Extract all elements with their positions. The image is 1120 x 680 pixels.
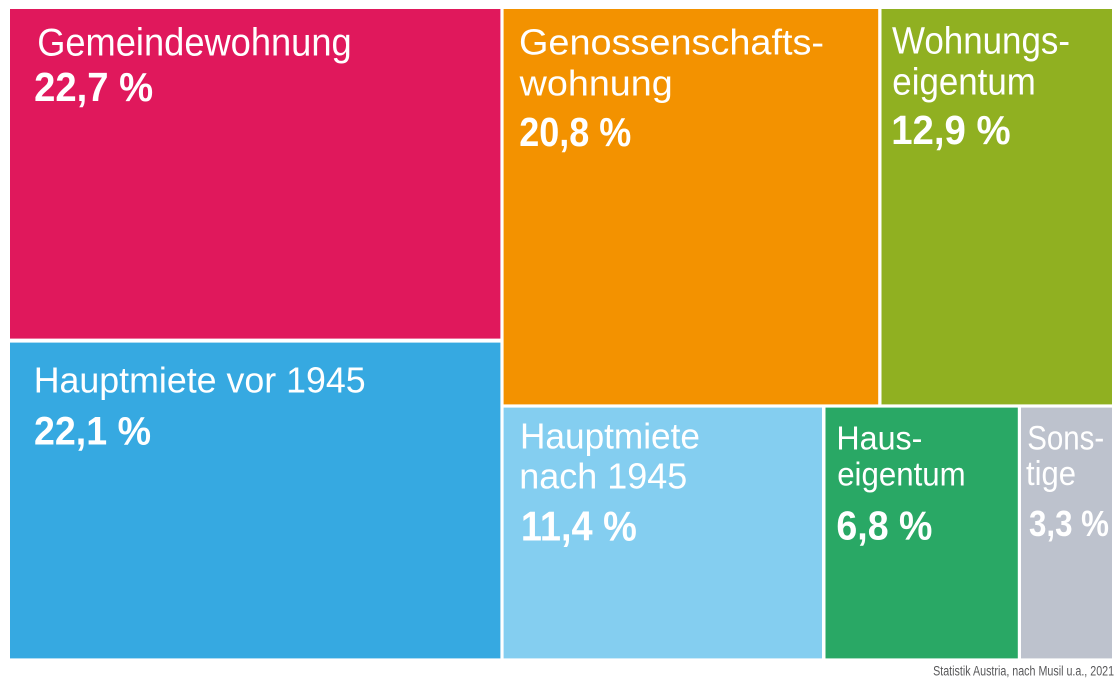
svg-text:eigentum: eigentum	[892, 62, 1036, 104]
svg-text:6,8 %: 6,8 %	[836, 503, 932, 549]
svg-text:12,9 %: 12,9 %	[891, 107, 1011, 153]
svg-text:Gemeindewohnung: Gemeindewohnung	[37, 22, 352, 65]
svg-text:wohnung: wohnung	[519, 62, 673, 103]
svg-text:20,8 %: 20,8 %	[519, 109, 631, 155]
svg-text:nach 1945: nach 1945	[519, 456, 687, 497]
svg-text:tige: tige	[1026, 455, 1076, 493]
svg-text:Hauptmiete vor 1945: Hauptmiete vor 1945	[34, 360, 366, 401]
svg-text:eigentum: eigentum	[837, 456, 966, 493]
svg-text:Genossenschafts-: Genossenschafts-	[519, 22, 824, 63]
svg-text:Sons-: Sons-	[1027, 420, 1104, 458]
svg-text:22,7 %: 22,7 %	[34, 64, 153, 110]
svg-text:3,3 %: 3,3 %	[1029, 503, 1109, 544]
svg-text:11,4 %: 11,4 %	[521, 502, 637, 549]
svg-text:Wohnungs-: Wohnungs-	[892, 21, 1070, 63]
svg-text:22,1 %: 22,1 %	[34, 410, 151, 454]
svg-text:Statistik Austria, nach Musil: Statistik Austria, nach Musil u.a., 2021	[933, 663, 1114, 678]
svg-text:Haus-: Haus-	[836, 420, 922, 457]
svg-text:Hauptmiete: Hauptmiete	[520, 415, 700, 456]
